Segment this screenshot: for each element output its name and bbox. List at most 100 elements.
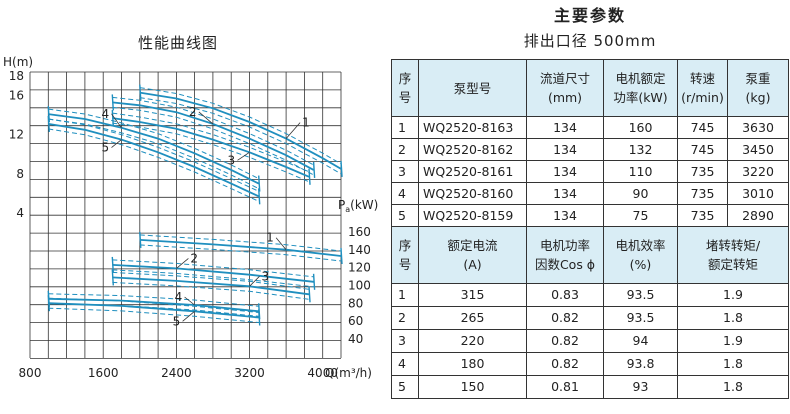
head-range-marker [258,175,261,192]
power-label-leader [184,296,195,306]
cell-speed: 745 [677,116,728,139]
cell-pf: 0.82 [526,352,604,376]
power-range-marker [340,247,343,265]
cell-eff: 93.5 [603,283,678,307]
cell-current: 265 [418,306,527,330]
cell-weight: 3630 [727,116,789,139]
head-curve-label: 1 [302,116,310,130]
table-row: 3 220 0.82 94 1.9 [391,329,789,353]
head-curve-5 [48,123,260,198]
power-tick-label: 60 [348,314,363,328]
head-curve-label: 4 [102,107,110,121]
power-band-upper [112,259,314,278]
power-curve-2 [112,264,314,283]
cell-no: 1 [391,283,419,307]
x-tick-label: 3200 [234,366,265,380]
table-row: 4 180 0.82 93.8 1.8 [391,352,789,376]
power-band-lower [112,281,310,300]
head-tick-label: 12 [9,128,24,142]
power-range-marker [111,256,114,273]
cell-pf: 0.81 [526,375,604,399]
table-row: 4 WQ2520-8160 134 90 735 3010 [391,182,789,205]
table-header-row: 序号 泵型号 流道尺寸 (mm) 电机额定 功率(kW) 转速 (r/min) 泵重(… [391,59,789,117]
cell-model: WQ2520-8161 [418,160,527,183]
cell-eff: 94 [603,329,678,353]
cell-no: 2 [391,138,419,161]
power-range-marker [312,273,316,290]
cell-no: 4 [391,182,419,205]
cell-size: 134 [526,138,604,161]
head-label-leader [198,111,214,125]
power-curve-label: 4 [175,290,183,304]
power-curve-label: 3 [262,269,270,283]
head-band-lower [48,128,259,202]
table-row: 1 WQ2520-8163 134 160 745 3630 [391,116,789,139]
table-title: 主要参数 [553,6,626,25]
power-tick-label: 40 [348,332,363,346]
cell-pf: 0.82 [526,306,604,330]
power-band-upper [112,271,310,290]
cell-pf: 0.83 [526,283,604,307]
power-axis-label: Pa(kW) [338,198,378,214]
table-row: 5 150 0.81 93 1.8 [391,375,789,399]
head-label-leader [285,122,301,139]
table-row: 2 WQ2520-8162 134 132 745 3450 [391,138,789,161]
header-seq: 序号 [391,59,419,117]
power-label-leader [249,276,260,287]
head-curve-label: 5 [102,141,110,155]
cell-no: 2 [391,306,419,330]
power-band-lower [48,307,259,323]
cell-torque: 1.8 [677,306,789,330]
cell-power: 90 [603,182,678,205]
header-model: 泵型号 [418,59,527,117]
cell-no: 1 [391,116,419,139]
power-curve-5 [48,302,259,319]
head-tick-label: 4 [16,206,24,220]
head-range-marker [308,168,311,185]
head-band-upper [139,87,342,165]
power-curve-label: 1 [266,231,274,245]
head-range-marker [139,84,142,101]
head-range-marker [111,110,114,127]
cell-speed: 735 [677,160,728,183]
table-row: 2 265 0.82 93.5 1.8 [391,306,789,330]
cell-eff: 93 [603,375,678,399]
power-label-leader [176,258,189,269]
head-curve-label: 3 [228,153,236,167]
header-speed: 转速 (r/min) [677,59,728,117]
header-motor-power: 电机额定 功率(kW) [603,59,678,117]
power-band-upper [139,234,342,252]
cell-model: WQ2520-8163 [418,116,527,139]
power-label-leader [182,310,195,322]
head-curve-4 [48,113,260,185]
table-subtitle: 排出口径 500mm [523,32,657,50]
cell-size: 134 [526,116,604,139]
power-band-lower [112,269,314,288]
cell-size: 134 [526,160,604,183]
cell-no: 5 [391,204,419,227]
power-curve-3 [112,276,310,296]
head-range-marker [111,94,114,111]
header2-seq: 序号 [391,226,419,284]
power-tick-label: 100 [348,279,371,293]
power-tick-label: 140 [348,243,371,257]
cell-pf: 0.82 [526,329,604,353]
x-axis-label: Q(m³/h) [325,366,372,380]
power-curve-label: 2 [190,251,198,265]
cell-no: 4 [391,352,419,376]
power-band-upper [48,297,259,313]
power-tick-label: 80 [348,296,363,310]
table-row: 1 315 0.83 93.5 1.9 [391,283,789,307]
header-channel-size: 流道尺寸 (mm) [526,59,604,117]
power-curve-label: 5 [173,314,181,328]
power-range-marker [139,231,142,248]
cell-current: 150 [418,375,527,399]
head-tick-label: 16 [9,89,24,103]
cell-torque: 1.8 [677,375,789,399]
head-label-leader [111,139,122,148]
cell-eff: 93.5 [603,306,678,330]
cell-torque: 1.9 [677,283,789,307]
cell-size: 134 [526,182,604,205]
head-label-leader [237,151,250,161]
